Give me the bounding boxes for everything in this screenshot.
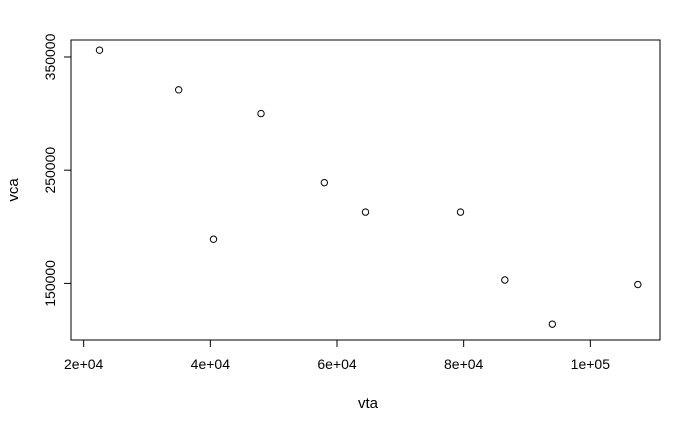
data-point [257,109,265,118]
y-tick-label: 150000 [42,260,58,307]
x-tick-label: 8e+04 [444,356,484,372]
data-point [361,208,370,216]
y-tick-label: 350000 [42,33,58,80]
data-point [320,178,329,187]
data-point [501,276,509,284]
x-axis-label: vta [358,395,379,412]
x-tick-label: 1e+05 [571,356,611,372]
data-point [209,235,218,243]
data-point [174,86,183,94]
y-axis: 150000 250000 350000 [42,33,72,307]
data-points [95,46,642,328]
y-tick-label: 250000 [42,147,58,194]
data-point [548,320,557,328]
x-tick-label: 4e+04 [191,356,231,372]
plot-frame [70,39,661,341]
data-point [95,46,104,54]
x-axis: 2e+04 4e+04 6e+04 8e+04 1e+05 [64,339,611,372]
y-axis-label: vca [5,178,22,202]
data-point [634,280,642,289]
x-tick-label: 6e+04 [317,356,357,372]
data-point [456,208,465,216]
x-tick-label: 2e+04 [64,356,104,372]
